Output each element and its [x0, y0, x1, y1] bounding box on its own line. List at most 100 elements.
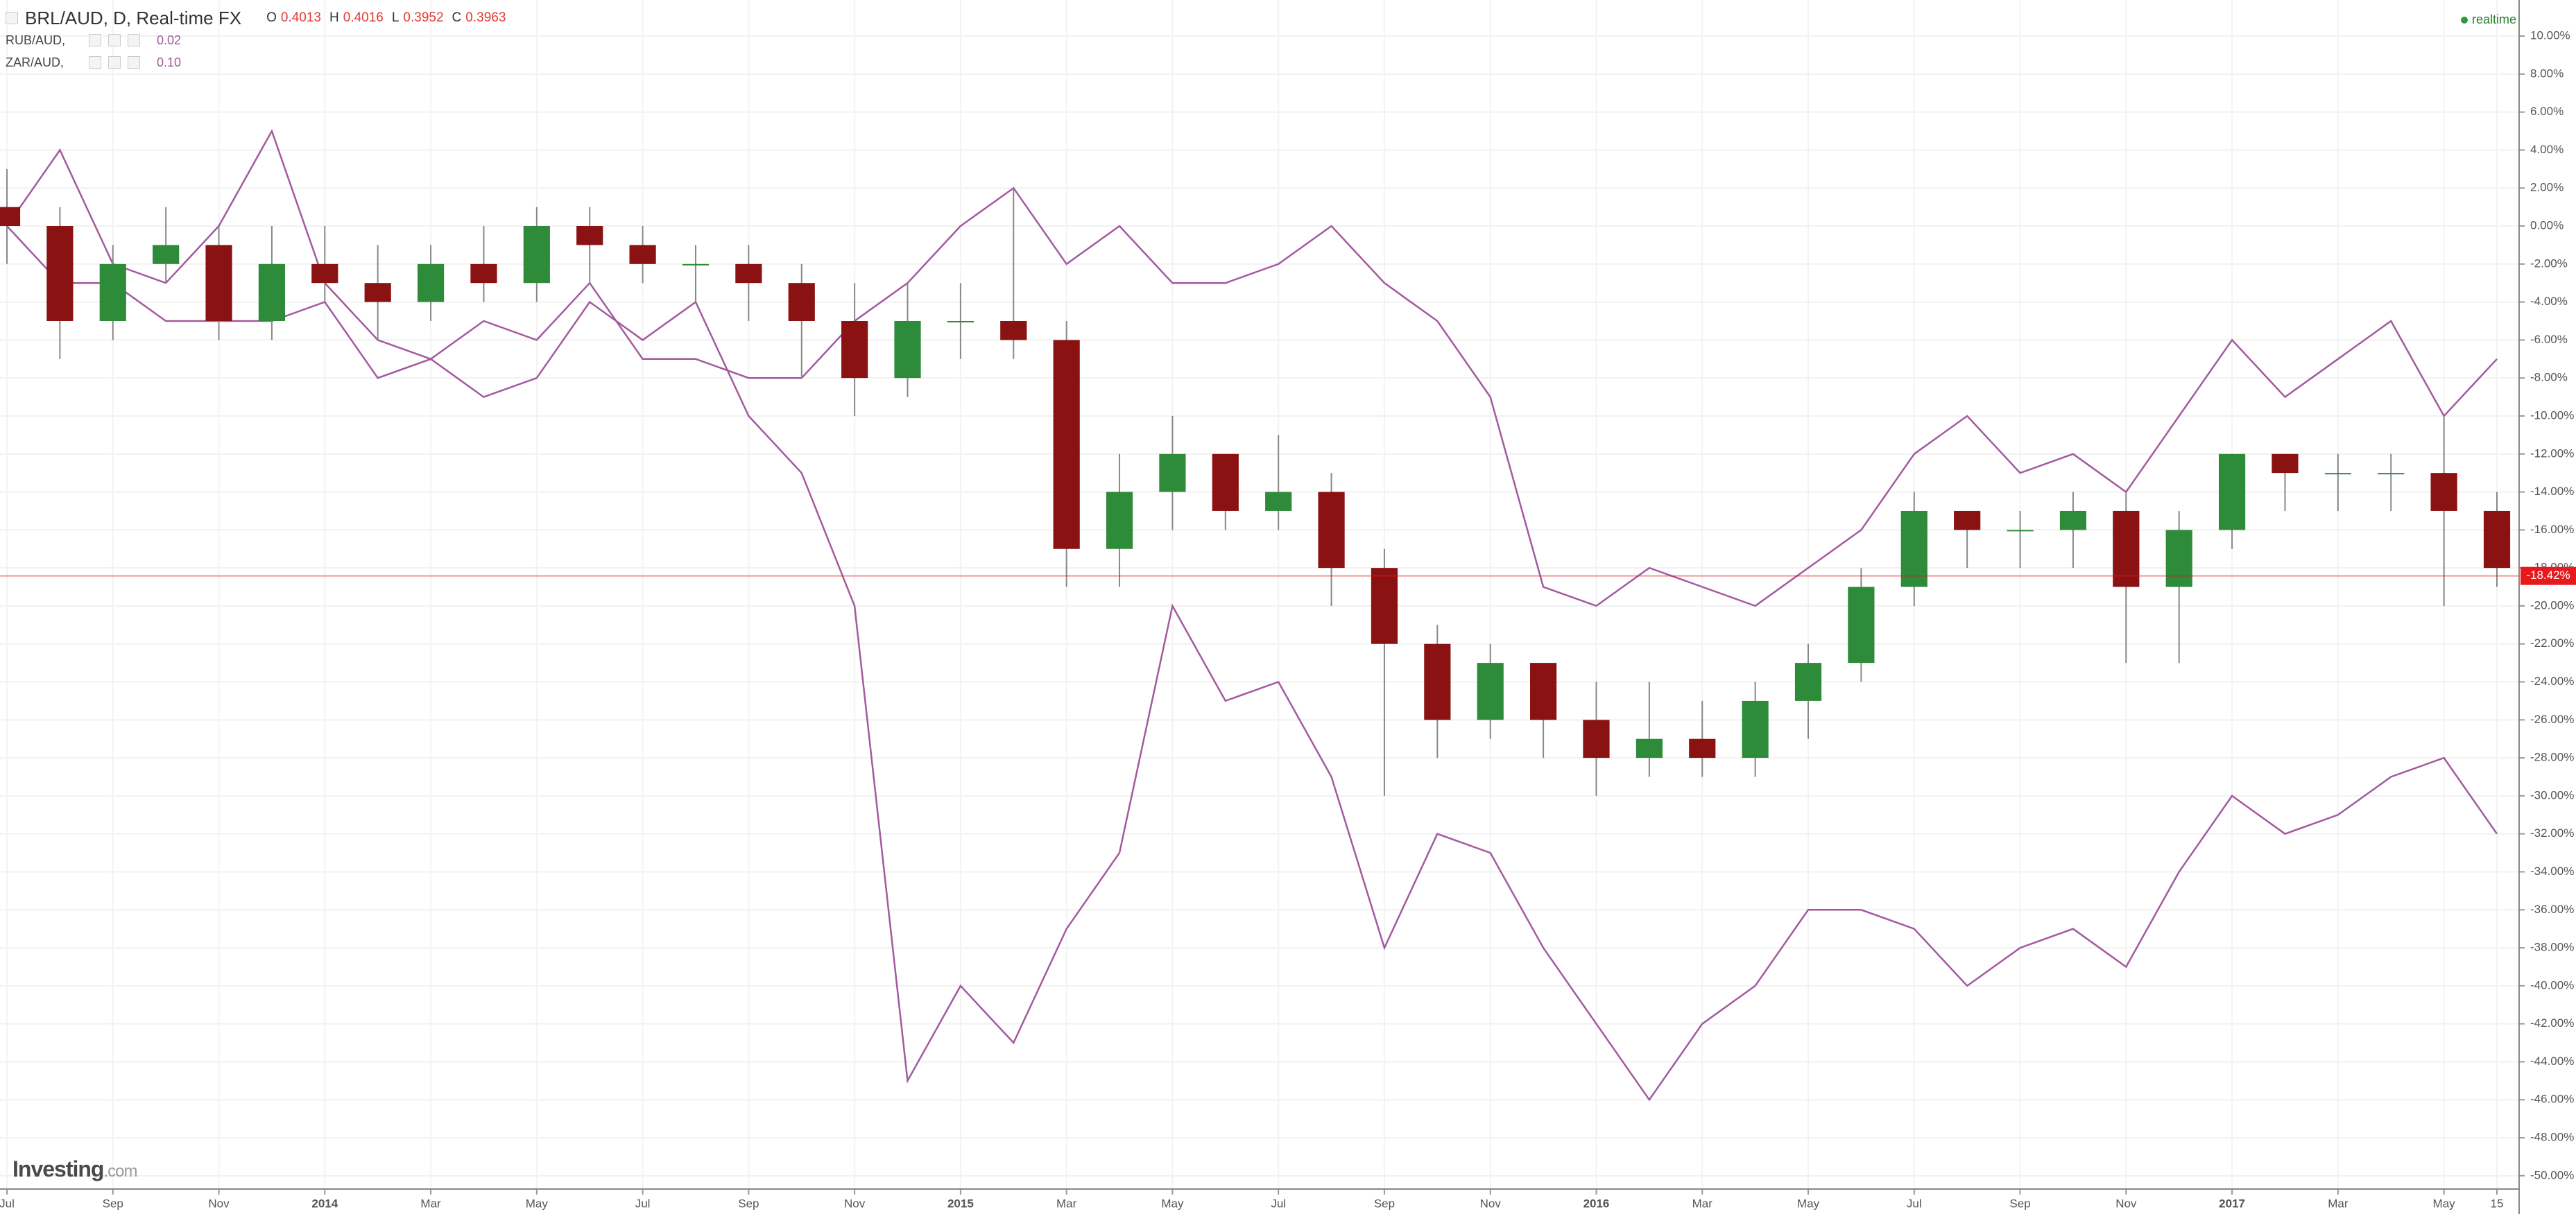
quote-value: 0.4016 — [343, 10, 384, 25]
candle-body — [523, 226, 550, 284]
brand-suffix: .com — [103, 1162, 137, 1181]
legend-name: ZAR/AUD, — [6, 55, 65, 69]
candle-body — [470, 263, 497, 284]
title-row: BRL/AUD, D, Real-time FX O 0.4013 H 0.4016 L… — [6, 7, 506, 29]
x-tick-label: Nov — [208, 1197, 230, 1210]
x-tick-label: Nov — [2115, 1197, 2137, 1210]
candle-body — [1424, 643, 1451, 720]
candle-body — [1689, 738, 1716, 758]
candle-body — [1371, 568, 1398, 644]
legend-icon[interactable] — [89, 34, 101, 46]
x-tick-label: Sep — [738, 1197, 759, 1210]
y-tick-label: -48.00% — [2530, 1131, 2574, 1144]
x-tick-label: May — [1161, 1197, 1184, 1210]
x-tick-label: Mar — [2328, 1197, 2349, 1210]
candle-body — [46, 226, 74, 321]
quote-label: O — [266, 10, 277, 25]
candle-body — [947, 320, 974, 322]
candle-body — [788, 283, 815, 321]
candle-body — [1794, 663, 1822, 701]
legend-price: 0.02 — [157, 33, 182, 47]
comparison-line — [6, 128, 2498, 607]
x-tick-label: May — [526, 1197, 549, 1210]
y-tick-label: -8.00% — [2530, 371, 2568, 384]
header: BRL/AUD, D, Real-time FX O 0.4013 H 0.4016 L… — [6, 7, 506, 73]
candle-body — [1635, 738, 1663, 758]
legend-row: ZAR/AUD, 0.10 — [6, 51, 506, 73]
legend-icon[interactable] — [128, 56, 140, 69]
y-tick-label: -12.00% — [2530, 446, 2574, 460]
status-dot — [2460, 16, 2468, 24]
candle-body — [1900, 510, 1927, 587]
candle-body — [629, 245, 656, 264]
candle-body — [153, 245, 180, 264]
x-tick-label: Jul — [1907, 1197, 1922, 1210]
candle-body — [2059, 510, 2087, 530]
legend-icon[interactable] — [89, 56, 101, 69]
y-tick-label: 4.00% — [2530, 143, 2564, 156]
x-tick-label: Jul — [635, 1197, 651, 1210]
brand: Investing.com — [12, 1156, 137, 1182]
candle-body — [1053, 340, 1080, 549]
x-tick-label: 15 — [2491, 1197, 2504, 1210]
candle-body — [1583, 720, 1610, 758]
candle-body — [1265, 492, 1292, 511]
candle-body — [841, 320, 868, 379]
x-tick-label: Jul — [1271, 1197, 1286, 1210]
y-tick-label: -42.00% — [2530, 1016, 2574, 1030]
last-value-label: -18.42% — [2526, 569, 2570, 582]
candle-body — [1318, 492, 1345, 569]
y-tick-label: -28.00% — [2530, 751, 2574, 764]
quote: O 0.4013 H 0.4016 L 0.3952 C 0.3963 — [262, 10, 506, 26]
status-text: realtime — [2471, 12, 2516, 26]
y-tick-label: -44.00% — [2530, 1055, 2574, 1068]
candle-body — [2483, 510, 2511, 569]
y-tick-label: -10.00% — [2530, 408, 2574, 422]
candle-body — [2430, 473, 2457, 511]
legend-icon[interactable] — [128, 34, 140, 46]
y-tick-label: 10.00% — [2530, 29, 2570, 42]
candle-body — [417, 263, 445, 302]
candle-body — [1477, 663, 1504, 720]
legend-name: RUB/AUD, — [6, 33, 66, 47]
y-tick-label: -16.00% — [2530, 523, 2574, 536]
y-tick-label: -50.00% — [2530, 1168, 2574, 1181]
x-tick-label: May — [2433, 1197, 2456, 1210]
last-value-tag — [2521, 566, 2576, 585]
x-tick-label: Nov — [844, 1197, 866, 1210]
candle-body — [682, 263, 710, 266]
candle-body — [364, 283, 391, 302]
x-tick-label: 2014 — [311, 1197, 338, 1210]
y-tick-label: -40.00% — [2530, 978, 2574, 991]
x-tick-label: Nov — [1480, 1197, 1502, 1210]
candle-body — [205, 245, 232, 321]
x-tick-label: 2017 — [2219, 1197, 2245, 1210]
y-tick-label: -36.00% — [2530, 903, 2574, 916]
x-tick-label: May — [1797, 1197, 1820, 1210]
candle-body — [1106, 492, 1133, 549]
quote-value: 0.3952 — [403, 10, 444, 25]
candle-body — [2324, 473, 2351, 475]
quote-label: C — [452, 10, 462, 25]
x-tick-label: Jul — [0, 1197, 15, 1210]
candle-body — [1000, 320, 1027, 340]
quote-label: H — [329, 10, 339, 25]
y-tick-label: 6.00% — [2530, 105, 2564, 118]
candle-body — [1848, 587, 1875, 664]
collapse-icon[interactable] — [6, 12, 18, 24]
y-tick-label: -4.00% — [2530, 295, 2568, 308]
x-tick-label: Mar — [420, 1197, 441, 1210]
legend-icon[interactable] — [108, 56, 121, 69]
y-tick-label: -20.00% — [2530, 598, 2574, 612]
comparison-line — [6, 225, 2498, 1102]
candle-body — [2007, 530, 2034, 532]
y-tick-label: -24.00% — [2530, 675, 2574, 688]
candle-body — [2378, 473, 2405, 475]
y-tick-label: -14.00% — [2530, 485, 2574, 498]
legend: RUB/AUD, 0.02 ZAR/AUD, 0.10 — [6, 29, 506, 73]
legend-icon[interactable] — [108, 34, 121, 46]
y-tick-label: -32.00% — [2530, 826, 2574, 840]
x-tick-label: 2016 — [1583, 1197, 1610, 1210]
candle-body — [258, 263, 286, 321]
